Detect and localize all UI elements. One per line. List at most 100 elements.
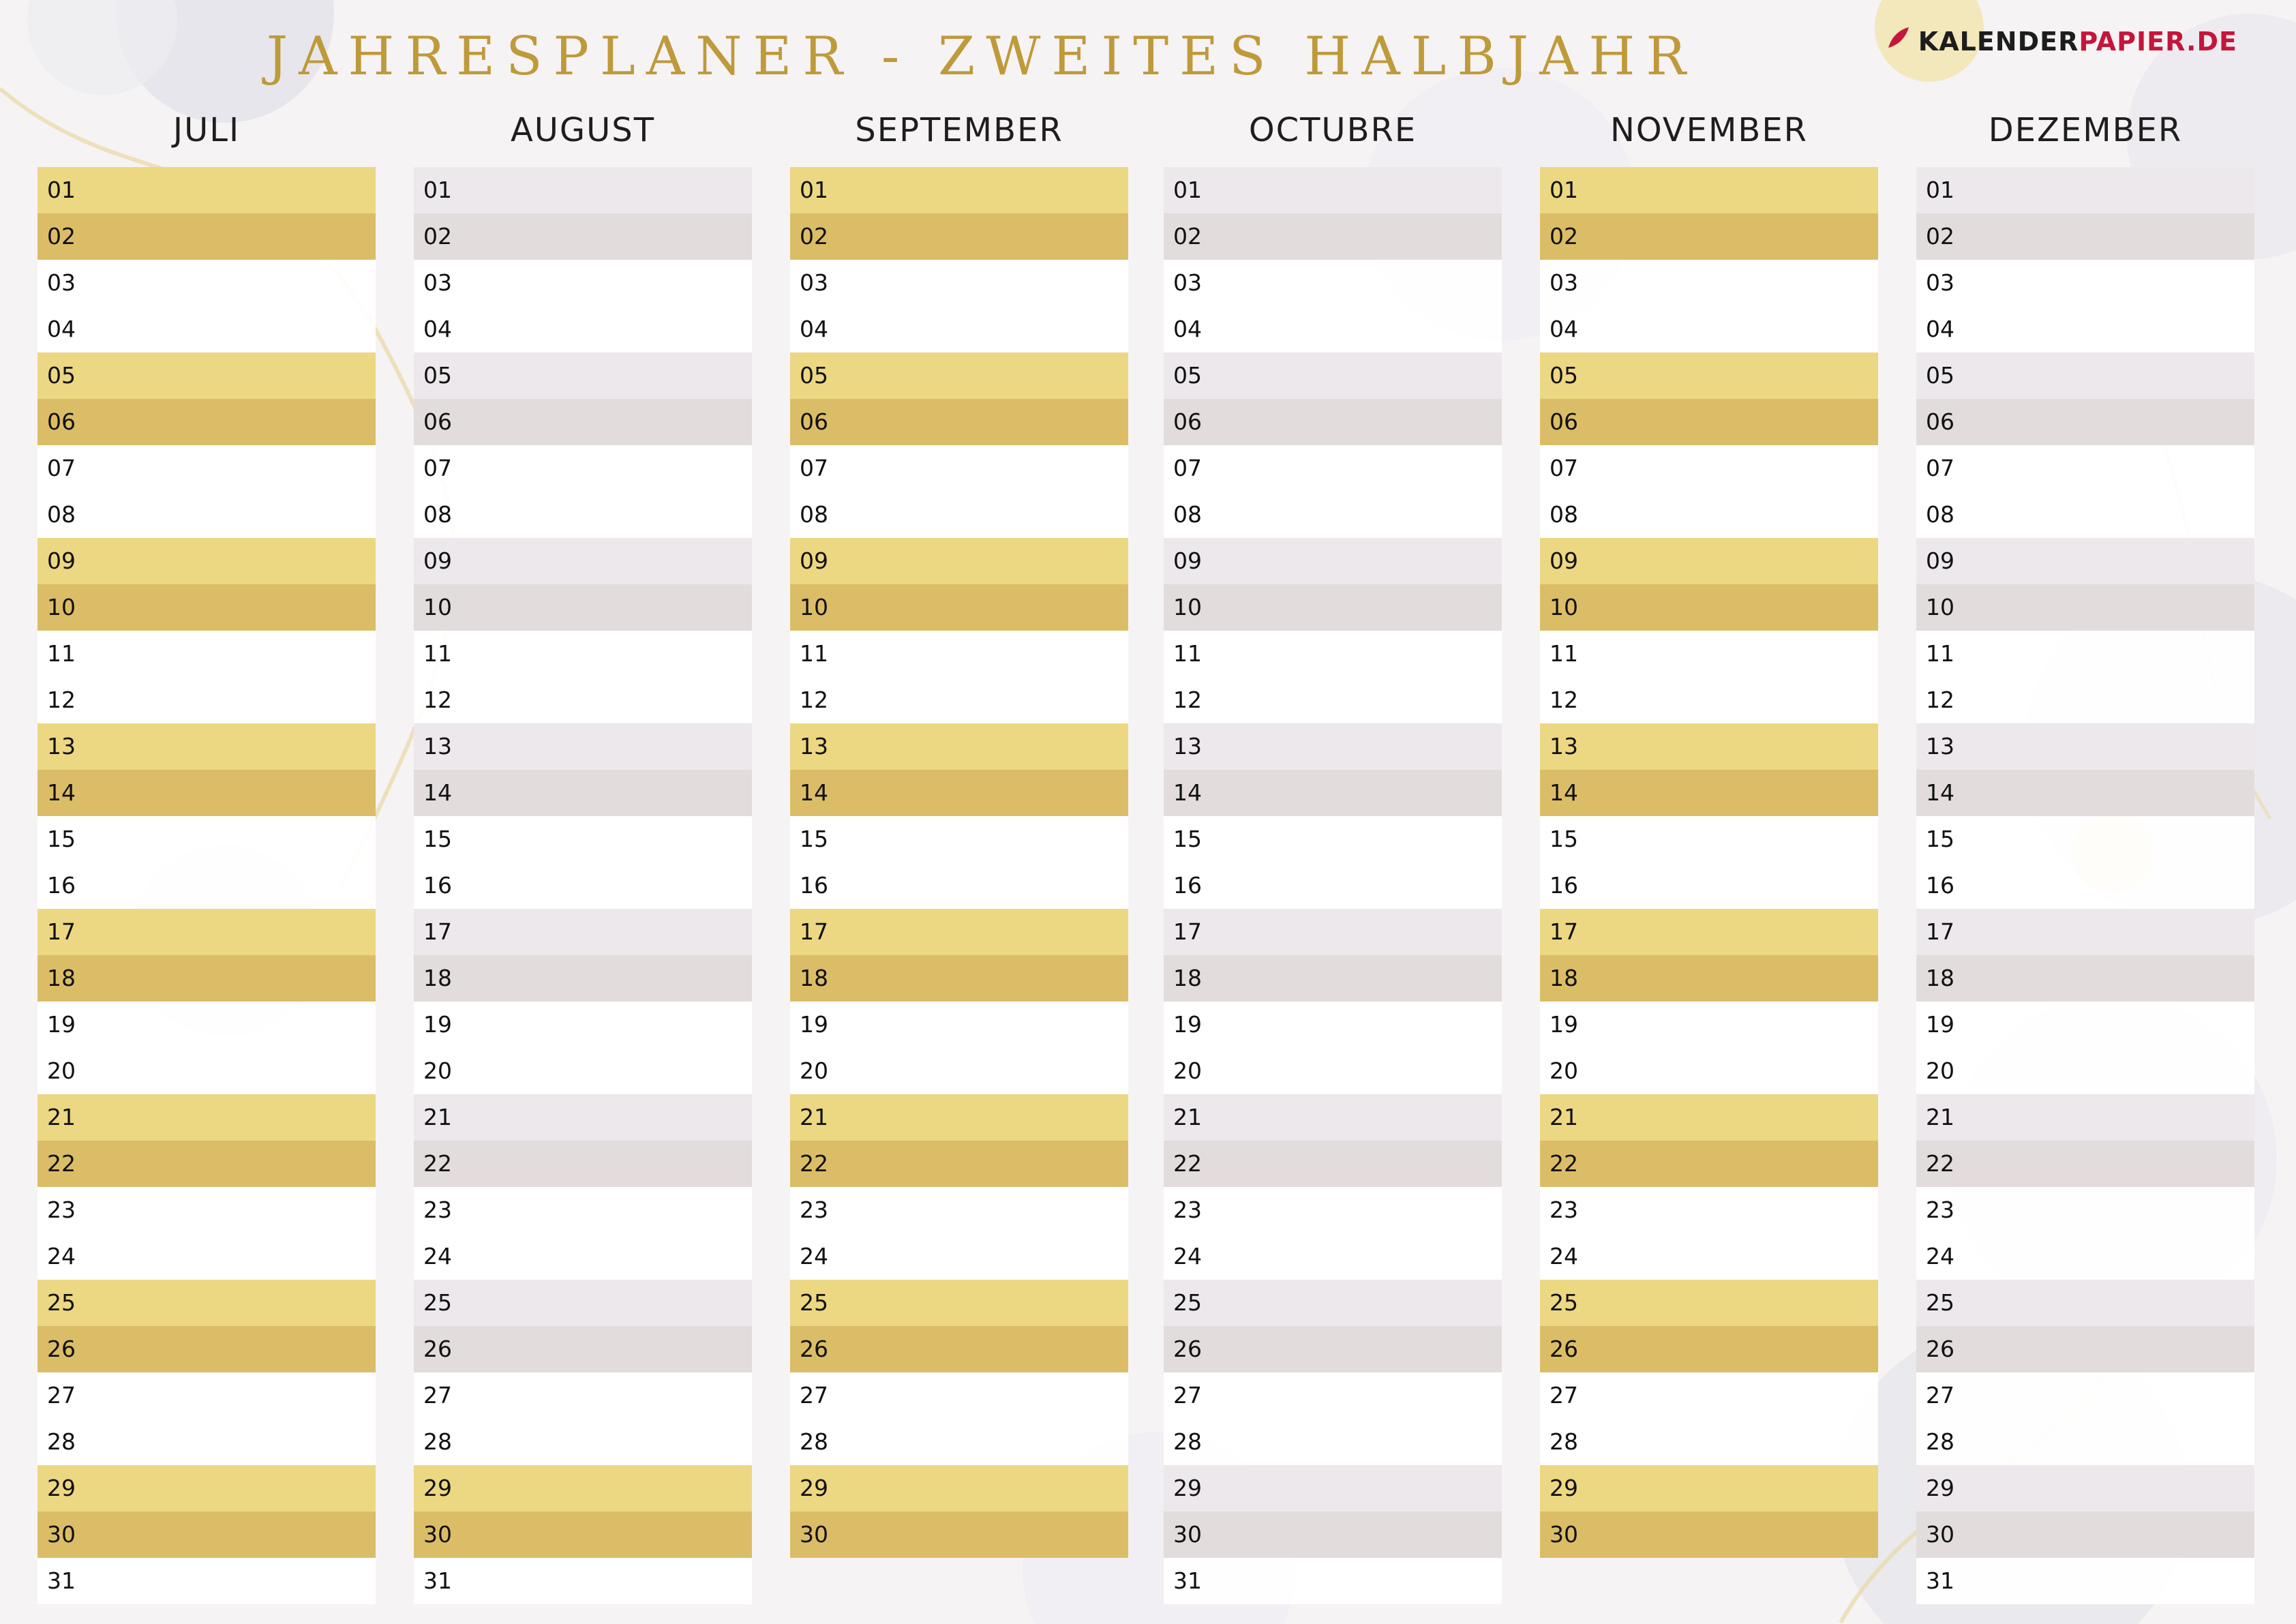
day-row: 23 [414, 1187, 752, 1233]
day-row: 02 [790, 213, 1128, 260]
day-row: 20 [790, 1048, 1128, 1094]
day-row: 31 [37, 1558, 376, 1604]
day-row: 02 [1540, 213, 1878, 260]
day-row: 28 [1164, 1419, 1502, 1465]
day-row: 15 [414, 816, 752, 862]
day-row: 29 [1916, 1465, 2254, 1512]
day-row: 04 [414, 306, 752, 352]
day-row: 16 [1164, 862, 1502, 909]
day-row: 08 [790, 492, 1128, 538]
day-row: 25 [414, 1280, 752, 1326]
day-row: 10 [414, 584, 752, 631]
day-row: 06 [1916, 399, 2254, 445]
day-row: 26 [414, 1326, 752, 1372]
day-row: 13 [414, 723, 752, 770]
day-row: 26 [790, 1326, 1128, 1372]
day-row: 16 [414, 862, 752, 909]
day-row: 09 [1916, 538, 2254, 584]
day-row: 25 [1916, 1280, 2254, 1326]
day-row: 06 [414, 399, 752, 445]
day-row: 26 [1540, 1326, 1878, 1372]
day-row: 01 [790, 167, 1128, 213]
day-row: 11 [37, 631, 376, 677]
day-row: 29 [1164, 1465, 1502, 1512]
day-row: 04 [1916, 306, 2254, 352]
day-row: 29 [414, 1465, 752, 1512]
day-row: 18 [790, 955, 1128, 1002]
day-row: 23 [1164, 1187, 1502, 1233]
day-row: 25 [790, 1280, 1128, 1326]
day-row: 27 [1164, 1372, 1502, 1419]
day-row: 24 [1916, 1233, 2254, 1280]
day-row: 03 [1916, 260, 2254, 306]
day-row: 24 [790, 1233, 1128, 1280]
day-row: 14 [1164, 770, 1502, 816]
day-row: 27 [414, 1372, 752, 1419]
day-row: 17 [790, 909, 1128, 955]
month-name: NOVEMBER [1610, 111, 1809, 149]
day-row: 18 [37, 955, 376, 1002]
day-row: 03 [790, 260, 1128, 306]
day-row: 29 [1540, 1465, 1878, 1512]
day-row: 12 [1916, 677, 2254, 723]
day-row: 20 [414, 1048, 752, 1094]
day-row: 02 [37, 213, 376, 260]
day-row: 27 [790, 1372, 1128, 1419]
day-row: 06 [37, 399, 376, 445]
day-row: 10 [1916, 584, 2254, 631]
day-row: 18 [1916, 955, 2254, 1002]
day-row: 21 [1916, 1094, 2254, 1141]
day-row: 04 [1164, 306, 1502, 352]
day-row: 12 [37, 677, 376, 723]
day-row: 27 [37, 1372, 376, 1419]
page-title: JAHRESPLANER - ZWEITES HALBJAHR [266, 26, 1697, 87]
day-row: 05 [1916, 352, 2254, 399]
day-row: 26 [1916, 1326, 2254, 1372]
day-row: 20 [37, 1048, 376, 1094]
day-row: 12 [414, 677, 752, 723]
day-row: 23 [1916, 1187, 2254, 1233]
day-row: 22 [414, 1141, 752, 1187]
day-list: 01 02 03 04 05 06 07 08 09 10 11 12 13 14 15 16 17 18 19 20… [790, 167, 1128, 1558]
day-row: 28 [414, 1419, 752, 1465]
day-row: 18 [1540, 955, 1878, 1002]
day-row: 20 [1540, 1048, 1878, 1094]
day-row: 08 [37, 492, 376, 538]
day-row: 12 [1540, 677, 1878, 723]
day-row: 24 [414, 1233, 752, 1280]
day-row: 01 [414, 167, 752, 213]
day-row: 19 [790, 1002, 1128, 1048]
day-row: 13 [1540, 723, 1878, 770]
day-row: 28 [790, 1419, 1128, 1465]
month-name: AUGUST [510, 111, 656, 149]
day-row: 04 [1540, 306, 1878, 352]
day-row: 30 [1916, 1512, 2254, 1558]
month-name: SEPTEMBER [855, 111, 1063, 149]
day-row: 22 [37, 1141, 376, 1187]
day-row: 17 [1916, 909, 2254, 955]
day-row: 09 [1164, 538, 1502, 584]
day-row: 20 [1916, 1048, 2254, 1094]
day-row: 27 [1916, 1372, 2254, 1419]
day-row: 17 [1164, 909, 1502, 955]
day-row: 15 [1164, 816, 1502, 862]
day-row: 09 [1540, 538, 1878, 584]
day-row: 19 [1164, 1002, 1502, 1048]
day-row: 05 [37, 352, 376, 399]
day-list: 01 02 03 04 05 06 07 08 09 10 11 12 13 14 15 16 17 18 19 20… [1916, 167, 2254, 1604]
day-row: 21 [414, 1094, 752, 1141]
day-list: 01 02 03 04 05 06 07 08 09 10 11 12 13 14 15 16 17 18 19 20… [37, 167, 376, 1604]
day-row: 31 [1916, 1558, 2254, 1604]
day-row: 13 [1916, 723, 2254, 770]
day-row: 14 [414, 770, 752, 816]
day-row: 19 [1540, 1002, 1878, 1048]
day-row: 07 [1916, 445, 2254, 492]
brand-logo: KALENDER PAPIER.DE [1886, 26, 2237, 57]
day-row: 17 [37, 909, 376, 955]
day-row: 22 [790, 1141, 1128, 1187]
day-row: 16 [1540, 862, 1878, 909]
brand-part1: KALENDER [1918, 26, 2079, 57]
day-row: 11 [1540, 631, 1878, 677]
day-row: 03 [1540, 260, 1878, 306]
day-row: 21 [790, 1094, 1128, 1141]
